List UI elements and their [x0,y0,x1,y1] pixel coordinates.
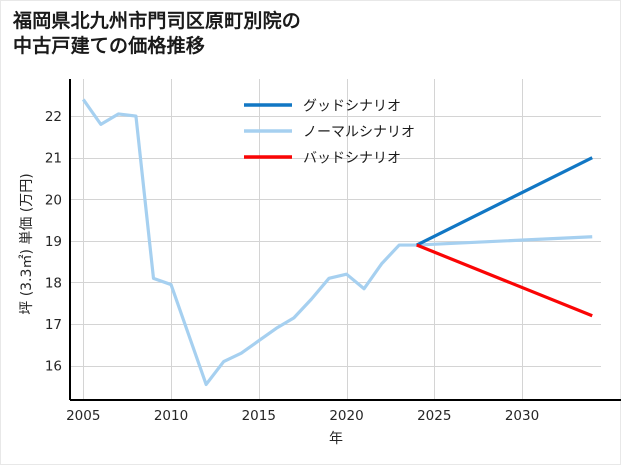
x-tick-label: 2025 [417,408,451,424]
x-axis-title: 年 [329,431,343,447]
series-line-bad [416,243,593,318]
data-series-group [81,98,593,387]
x-tick-label: 2030 [505,408,539,424]
y-tick-label: 21 [45,151,62,167]
axis-spines [68,79,621,402]
x-tick-label: 2020 [329,408,363,424]
series-line-normal [81,98,593,387]
y-tick-label: 22 [45,109,62,125]
x-tick-label: 2015 [242,408,276,424]
y-tick-label: 18 [45,275,62,291]
x-axis-tick-labels: 2005 2010 2015 2020 2025 2030 [66,408,539,424]
y-axis-title: 坪 (3.3㎡) 単価 (万円) [19,173,35,314]
legend-label: バッドシナリオ [303,151,401,167]
series-line-good [416,156,593,247]
y-axis-tick-labels: 16 17 18 19 20 21 22 [45,109,62,375]
y-tick-label: 17 [45,317,62,333]
y-tick-label: 20 [45,192,62,208]
legend-label: グッドシナリオ [303,99,401,115]
legend-label: ノーマルシナリオ [303,125,415,141]
y-tick-label: 16 [45,359,62,375]
y-tick-label: 19 [45,234,62,250]
chart-title: 福岡県北九州市門司区原町別院の 中古戸建ての価格推移 [13,11,302,58]
x-tick-label: 2010 [154,408,188,424]
x-tick-label: 2005 [66,408,100,424]
